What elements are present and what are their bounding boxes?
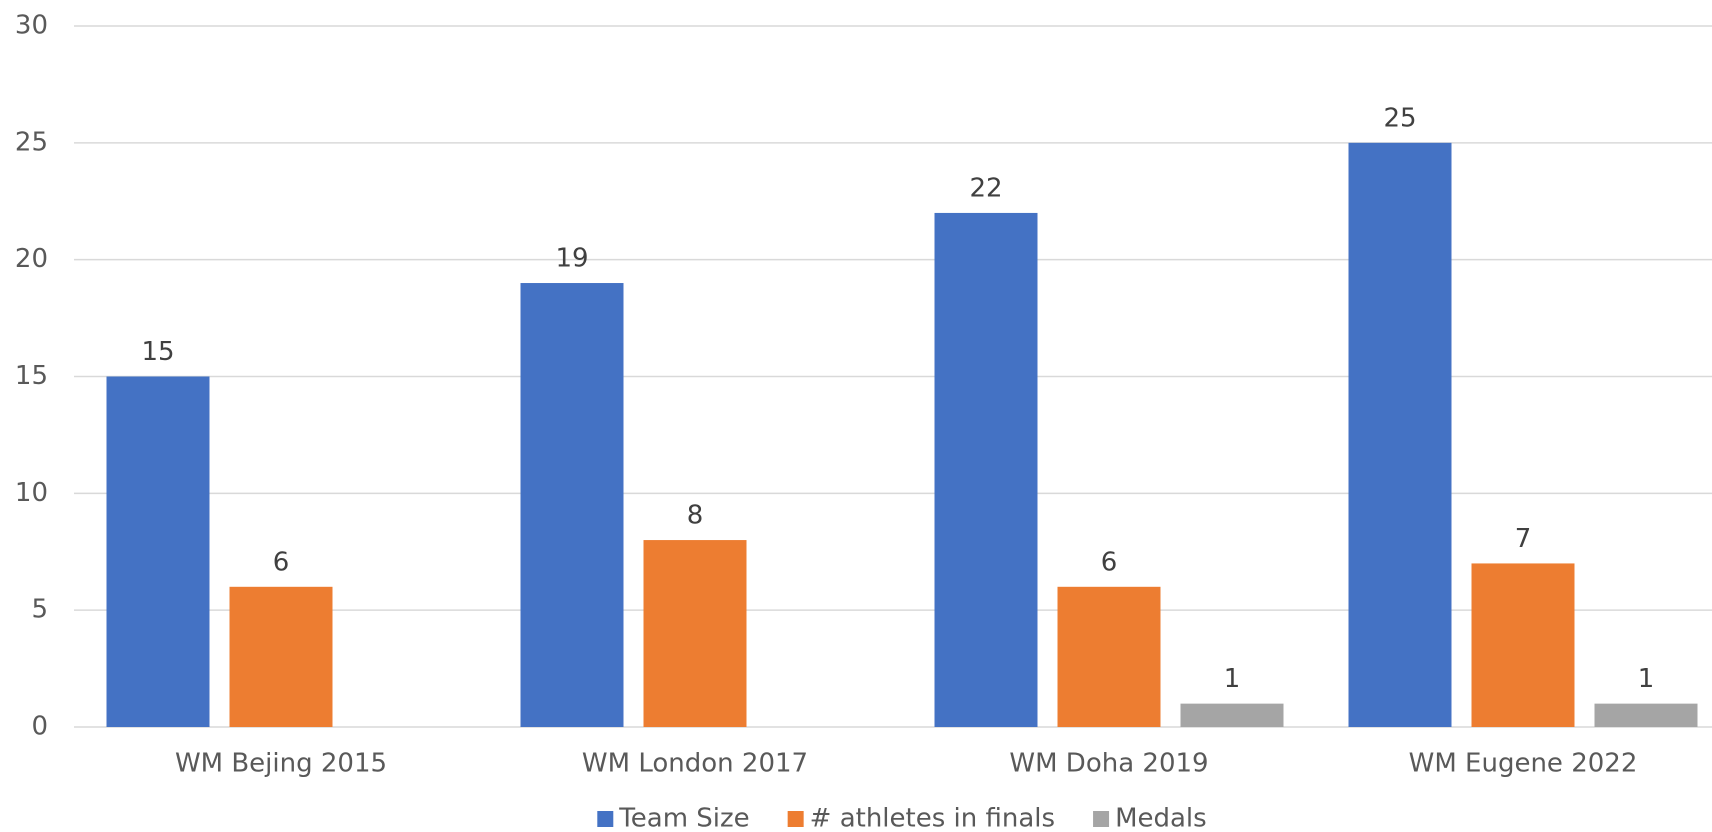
bar bbox=[520, 283, 624, 727]
legend-swatch bbox=[787, 811, 804, 827]
legend-swatch bbox=[1093, 811, 1110, 827]
bar bbox=[106, 376, 210, 727]
data-label: 22 bbox=[969, 173, 1002, 203]
legend-label: # athletes in finals bbox=[810, 804, 1055, 832]
data-label: 6 bbox=[273, 547, 290, 577]
data-label: 7 bbox=[1515, 524, 1532, 554]
legend-swatch bbox=[597, 811, 614, 827]
data-label: 1 bbox=[1638, 664, 1655, 694]
bar bbox=[934, 212, 1038, 727]
y-tick-label: 10 bbox=[15, 478, 48, 508]
y-tick-label: 5 bbox=[31, 595, 48, 625]
data-label: 6 bbox=[1101, 547, 1118, 577]
data-label: 25 bbox=[1383, 103, 1416, 133]
legend-label: Medals bbox=[1115, 804, 1207, 832]
y-tick-label: 15 bbox=[15, 361, 48, 391]
bar bbox=[643, 540, 747, 727]
bar bbox=[1057, 586, 1161, 727]
bar bbox=[1180, 703, 1284, 727]
x-tick-label: WM London 2017 bbox=[582, 749, 808, 779]
data-label: 8 bbox=[687, 501, 704, 531]
y-tick-label: 20 bbox=[15, 244, 48, 274]
bar bbox=[1594, 703, 1698, 727]
data-label: 1 bbox=[1224, 664, 1241, 694]
y-tick-label: 25 bbox=[15, 127, 48, 157]
data-label: 19 bbox=[555, 244, 588, 274]
bar bbox=[1471, 563, 1575, 727]
x-tick-label: WM Eugene 2022 bbox=[1409, 749, 1638, 779]
data-label: 15 bbox=[141, 337, 174, 367]
x-tick-label: WM Doha 2019 bbox=[1009, 749, 1208, 779]
bar bbox=[1348, 142, 1452, 728]
legend-label: Team Size bbox=[618, 804, 749, 832]
y-tick-label: 0 bbox=[31, 712, 48, 742]
bar bbox=[229, 586, 333, 727]
x-tick-label: WM Bejing 2015 bbox=[175, 749, 387, 779]
y-tick-label: 30 bbox=[15, 11, 48, 41]
